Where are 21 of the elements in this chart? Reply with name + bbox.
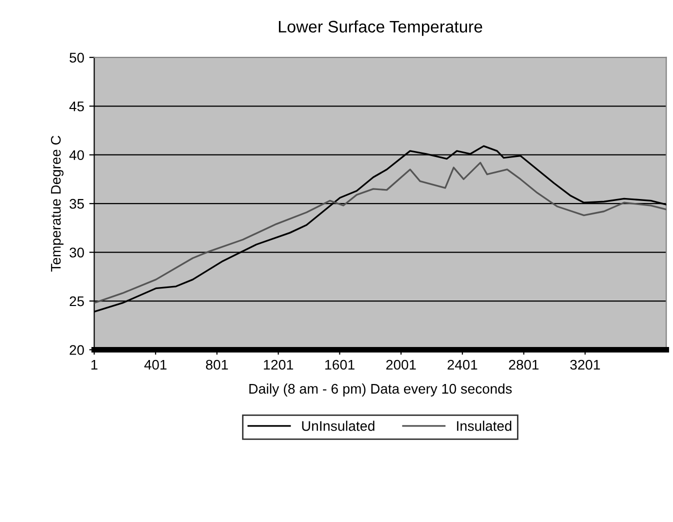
x-tick-label: 1601 xyxy=(325,360,354,370)
chart-title: Lower Surface Temperature xyxy=(278,20,482,36)
y-tick-label: 25 xyxy=(70,296,84,306)
y-tick-label: 20 xyxy=(70,345,84,355)
y-axis-title: Temperatue Degree C xyxy=(50,136,64,272)
legend-label: Insulated xyxy=(457,420,512,431)
x-tick-label: 1 xyxy=(91,360,98,370)
x-tick-label: 1201 xyxy=(264,360,294,370)
x-tick-label: 2401 xyxy=(448,360,478,370)
x-tick-label: 801 xyxy=(206,360,228,370)
y-tick-label: 50 xyxy=(70,52,84,63)
legend-label: UnInsulated xyxy=(302,420,374,431)
y-tick-label: 30 xyxy=(70,248,84,258)
x-tick-label: 3201 xyxy=(570,360,600,370)
y-tick-label: 45 xyxy=(69,102,84,112)
x-tick-label: 2801 xyxy=(509,360,539,370)
x-tick-label: 401 xyxy=(144,360,166,370)
x-tick-label: 2001 xyxy=(386,360,416,370)
y-tick-label: 40 xyxy=(69,150,84,160)
y-tick-label: 35 xyxy=(70,198,84,209)
x-axis-title: Daily (8 am - 6 pm) Data every 10 seconds xyxy=(249,384,512,396)
